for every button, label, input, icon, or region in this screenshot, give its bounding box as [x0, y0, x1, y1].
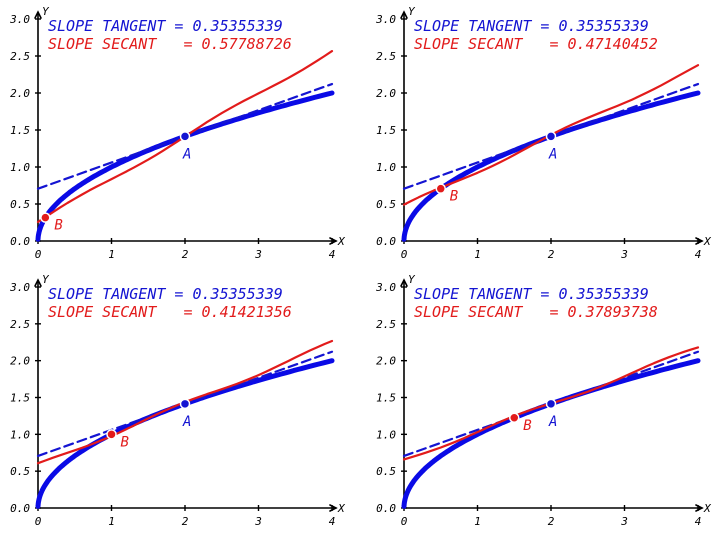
y-tick-label: 2.5: [376, 318, 396, 331]
y-tick-label: 1.5: [10, 124, 30, 137]
y-tick-label: 3.0: [375, 281, 396, 294]
y-tick-label: 0.0: [376, 502, 396, 515]
point-a-marker: [179, 398, 191, 410]
point-b-marker: [509, 412, 520, 424]
y-tick-label: 0.0: [10, 502, 30, 515]
point-a-label: A: [182, 414, 191, 430]
x-tick-label: 2: [548, 515, 555, 528]
point-b-label: B: [121, 434, 129, 450]
y-tick-label: 3.0: [375, 13, 396, 26]
point-b-marker: [40, 212, 51, 223]
y-tick-label: 1.0: [376, 161, 396, 174]
y-tick-label: 3.0: [9, 13, 30, 26]
y-tick-label: 0.5: [10, 198, 30, 211]
x-tick-label: 1: [474, 248, 481, 261]
annotation-tangent: SLOPE TANGENT = 0.35355339: [48, 285, 283, 303]
x-tick-label: 2: [182, 248, 189, 261]
y-tick-label: 1.5: [10, 392, 30, 405]
y-tick-label: 0.5: [376, 198, 396, 211]
x-tick-label: 0: [35, 248, 42, 261]
x-tick-label: 3: [254, 515, 262, 528]
y-tick-label: 2.0: [376, 87, 396, 100]
annotation-secant: SLOPE SECANT = 0.57788726: [48, 35, 292, 53]
y-tick-label: 1.0: [10, 428, 30, 441]
y-axis-arrow: [34, 10, 42, 19]
y-tick-label: 1.0: [10, 161, 30, 174]
x-tick-label: 4: [695, 248, 702, 261]
x-tick-label: 4: [329, 248, 336, 261]
x-tick-label: 0: [401, 515, 408, 528]
y-tick-label: 1.5: [376, 124, 396, 137]
point-b-label: B: [54, 218, 62, 234]
annotation-secant: SLOPE SECANT = 0.41421356: [48, 303, 292, 321]
point-a-marker: [545, 398, 557, 410]
point-a-marker: [545, 131, 557, 142]
annotation-tangent: SLOPE TANGENT = 0.35355339: [414, 285, 649, 303]
y-tick-label: 2.0: [376, 355, 396, 368]
x-tick-label: 3: [620, 248, 628, 261]
y-tick-label: 3.0: [9, 281, 30, 294]
chart-panel-4: Y X 0 1 2 3 4 0.0 0.5 1.0 1.5 2.0 2.5 3.0 A B SLOPE TANG…: [375, 273, 712, 528]
x-tick-label: 4: [329, 515, 336, 528]
y-tick-label: 2.5: [376, 50, 396, 63]
annotation-tangent: SLOPE TANGENT = 0.35355339: [48, 17, 283, 35]
chart-panel-1: Y X 0 1 2 3 4 0.0 0.5 1.0 1.5 2.0 2.5 3.0 A B SLOPE TANG…: [9, 5, 346, 261]
y-tick-label: 0.5: [376, 465, 396, 478]
y-tick-label: 2.0: [10, 355, 30, 368]
x-tick-label: 4: [695, 515, 702, 528]
function-curve: [401, 358, 701, 509]
point-a-label: A: [182, 146, 191, 162]
x-tick-label: 2: [548, 248, 555, 261]
x-tick-label: 3: [254, 248, 262, 261]
y-tick-label: 0.5: [10, 465, 30, 478]
point-a-label: A: [548, 414, 557, 430]
point-b-marker: [106, 429, 117, 440]
y-tick-label: 2.5: [10, 50, 30, 63]
x-axis-label: X: [703, 502, 712, 515]
y-axis-arrow: [400, 10, 408, 19]
point-a-label: A: [548, 146, 557, 162]
y-tick-label: 0.0: [376, 235, 396, 248]
x-tick-label: 3: [620, 515, 628, 528]
point-b-marker: [435, 183, 446, 194]
y-tick-label: 1.0: [376, 428, 396, 441]
y-axis-arrow: [400, 278, 408, 287]
function-curve: [35, 358, 335, 509]
y-axis-label: Y: [42, 5, 50, 18]
y-tick-label: 2.5: [10, 318, 30, 331]
y-tick-label: 0.0: [10, 235, 30, 248]
y-axis-label: Y: [408, 5, 416, 18]
function-curve: [35, 90, 335, 242]
point-b-label: B: [523, 418, 531, 434]
annotation-secant: SLOPE SECANT = 0.37893738: [414, 303, 658, 321]
annotation-tangent: SLOPE TANGENT = 0.35355339: [414, 17, 649, 35]
x-axis-label: X: [337, 502, 346, 515]
y-tick-label: 2.0: [10, 87, 30, 100]
chart-panel-3: Y X 0 1 2 3 4 0.0 0.5 1.0 1.5 2.0 2.5 3.0 A B SLOPE TANG…: [9, 273, 346, 528]
y-axis-arrow: [34, 278, 42, 287]
chart-panel-2: Y X 0 1 2 3 4 0.0 0.5 1.0 1.5 2.0 2.5 3.0 A B SLOPE TANG…: [375, 5, 712, 261]
annotation-secant: SLOPE SECANT = 0.47140452: [414, 35, 658, 53]
x-tick-label: 1: [108, 515, 115, 528]
x-axis-label: X: [337, 235, 346, 248]
x-tick-label: 2: [182, 515, 189, 528]
y-axis-label: Y: [42, 273, 50, 286]
x-axis-label: X: [703, 235, 712, 248]
function-curve: [401, 90, 701, 242]
y-tick-label: 1.5: [376, 392, 396, 405]
point-a-marker: [179, 131, 191, 142]
x-tick-label: 1: [474, 515, 481, 528]
x-tick-label: 0: [401, 248, 408, 261]
point-b-label: B: [450, 189, 458, 205]
x-tick-label: 0: [35, 515, 42, 528]
y-axis-label: Y: [408, 273, 416, 286]
x-tick-label: 1: [108, 248, 115, 261]
